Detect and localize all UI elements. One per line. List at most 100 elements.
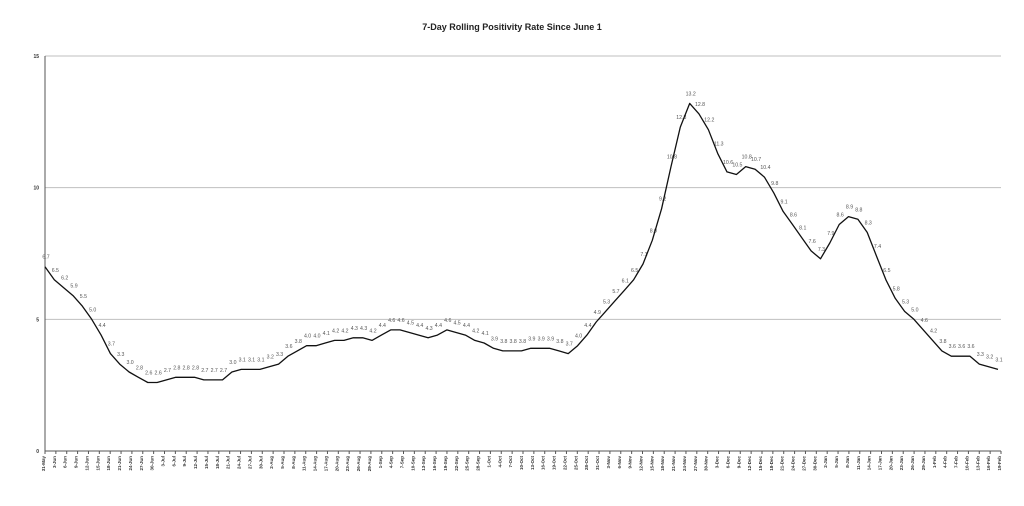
data-label: 4.2: [472, 328, 479, 334]
x-tick-label: 28-Sep: [476, 456, 481, 471]
x-tick-label: 3-Dec: [715, 456, 720, 469]
x-tick-label: 24-Jul: [237, 456, 242, 469]
series-layer: [44, 102, 999, 384]
x-tick-label: 13-Oct: [530, 456, 535, 471]
x-tick-label: 28-Oct: [584, 456, 589, 471]
grid: [44, 55, 1001, 452]
data-label: 10.5: [732, 163, 742, 169]
data-label: 8.6: [837, 213, 844, 219]
data-label: 6.1: [622, 278, 629, 284]
x-tick-label: 15-Nov: [649, 456, 654, 472]
x-tick-label: 21-Dec: [780, 456, 785, 471]
x-tick-label: 10-Feb: [964, 456, 969, 471]
x-tick-label: 20-Aug: [334, 456, 339, 472]
x-tick-label: 4-Sep: [389, 456, 394, 469]
data-label: 8.3: [865, 220, 872, 226]
data-label: 10.8: [667, 155, 677, 161]
x-tick-label: 21-Jul: [226, 456, 231, 469]
data-label: 4.6: [444, 318, 451, 324]
x-tick-label: 1-Feb: [932, 456, 937, 468]
x-tick-label: 3-Jun: [52, 456, 57, 468]
data-label: 4.2: [930, 328, 937, 334]
data-label: 8.6: [790, 213, 797, 219]
data-label: 7.9: [827, 231, 834, 237]
x-tick-label: 14-Aug: [313, 456, 318, 472]
data-label: 2.7: [220, 368, 227, 374]
data-label: 4.3: [351, 326, 358, 332]
x-tick-label: 29-Jan: [921, 456, 926, 471]
data-label: 3.7: [566, 342, 573, 348]
data-label: 4.5: [407, 321, 414, 327]
data-label: 2.8: [183, 365, 190, 371]
x-tick-label: 24-Jun: [128, 456, 133, 471]
x-tick-label: 15-Jun: [95, 456, 100, 471]
x-tick-label: 22-Sep: [454, 456, 459, 471]
x-tick-label: 16-Oct: [541, 456, 546, 471]
x-tick-label: 23-Aug: [345, 456, 350, 472]
data-label: 4.4: [379, 323, 386, 329]
x-tick-label: 18-Jun: [106, 456, 111, 471]
data-label: 3.0: [126, 360, 133, 366]
data-label: 3.8: [939, 339, 946, 345]
data-label: 3.7: [108, 342, 115, 348]
x-tick-label: 6-Jun: [63, 456, 68, 468]
x-tick-label: 6-Dec: [725, 456, 730, 469]
data-label: 4.4: [584, 323, 591, 329]
x-tick-label: 19-Feb: [997, 456, 1002, 471]
data-label: 8.9: [846, 205, 853, 211]
data-label: 3.1: [257, 357, 264, 363]
x-tick-label: 8-Jan: [845, 456, 850, 468]
x-tick-label: 2-Jan: [823, 456, 828, 468]
data-label: 8.1: [799, 226, 806, 232]
data-label: 3.6: [967, 344, 974, 350]
x-tick-label: 10-Oct: [519, 456, 524, 471]
x-tick-label: 1-Oct: [486, 456, 491, 468]
data-label: 2.8: [192, 365, 199, 371]
x-tick-label: 13-Sep: [421, 456, 426, 471]
data-label: 12.3: [676, 115, 686, 121]
data-label: 9.2: [659, 197, 666, 203]
x-tick-label: 3-Nov: [606, 456, 611, 469]
data-labels: 6.76.56.25.95.55.04.43.73.33.02.82.6 2.6 2…: [42, 91, 1002, 376]
x-tick-label: 26-Aug: [356, 456, 361, 472]
series-line-0: [44, 102, 999, 384]
data-label: 2.6: [155, 371, 162, 377]
x-tick-label: 6-Nov: [617, 456, 622, 469]
data-label: 9.8: [771, 181, 778, 187]
x-tick-label: 18-Nov: [660, 456, 665, 472]
x-tick-label: 2-Aug: [269, 456, 274, 469]
data-label: 3.1: [995, 357, 1002, 363]
x-tick-label: 30-Jul: [258, 456, 263, 469]
x-tick-label: 23-Jan: [899, 456, 904, 471]
y-tick-label: 0: [36, 449, 39, 455]
data-label: 4.1: [482, 331, 489, 337]
data-label: 10.6: [723, 160, 733, 166]
y-tick-label: 5: [36, 317, 39, 323]
data-label: 12.2: [704, 118, 714, 124]
x-tick-label: 18-Dec: [769, 456, 774, 471]
x-tick-label: 21-Jun: [117, 456, 122, 471]
x-tick-label: 24-Dec: [791, 456, 796, 471]
x-tick-label: 12-Nov: [639, 456, 644, 472]
x-tick-label: 27-Jun: [139, 456, 144, 471]
data-label: 6.5: [631, 268, 638, 274]
x-tick-label: 1-Sep: [378, 456, 383, 469]
data-label: 6.5: [52, 268, 59, 274]
data-label: 5.8: [893, 286, 900, 292]
data-label: 5.7: [612, 289, 619, 295]
x-tick-label: 17-Aug: [323, 456, 328, 472]
y-tick-label: 15: [33, 54, 39, 60]
x-tick-label: 3-Jul: [161, 456, 166, 467]
data-label: 5.3: [603, 299, 610, 305]
data-label: 4.9: [594, 310, 601, 316]
x-tick-label: 4-Feb: [943, 456, 948, 468]
x-tick-label: 27-Jul: [247, 456, 252, 469]
y-tick-label: 10: [33, 186, 39, 192]
x-tick-label: 7-Feb: [954, 456, 959, 468]
data-label: 8.0: [650, 228, 657, 234]
x-tick-label: 15-Dec: [758, 456, 763, 471]
x-tick-label: 9-Jun: [74, 456, 79, 468]
x-tick-label: 11-Jan: [856, 456, 861, 470]
